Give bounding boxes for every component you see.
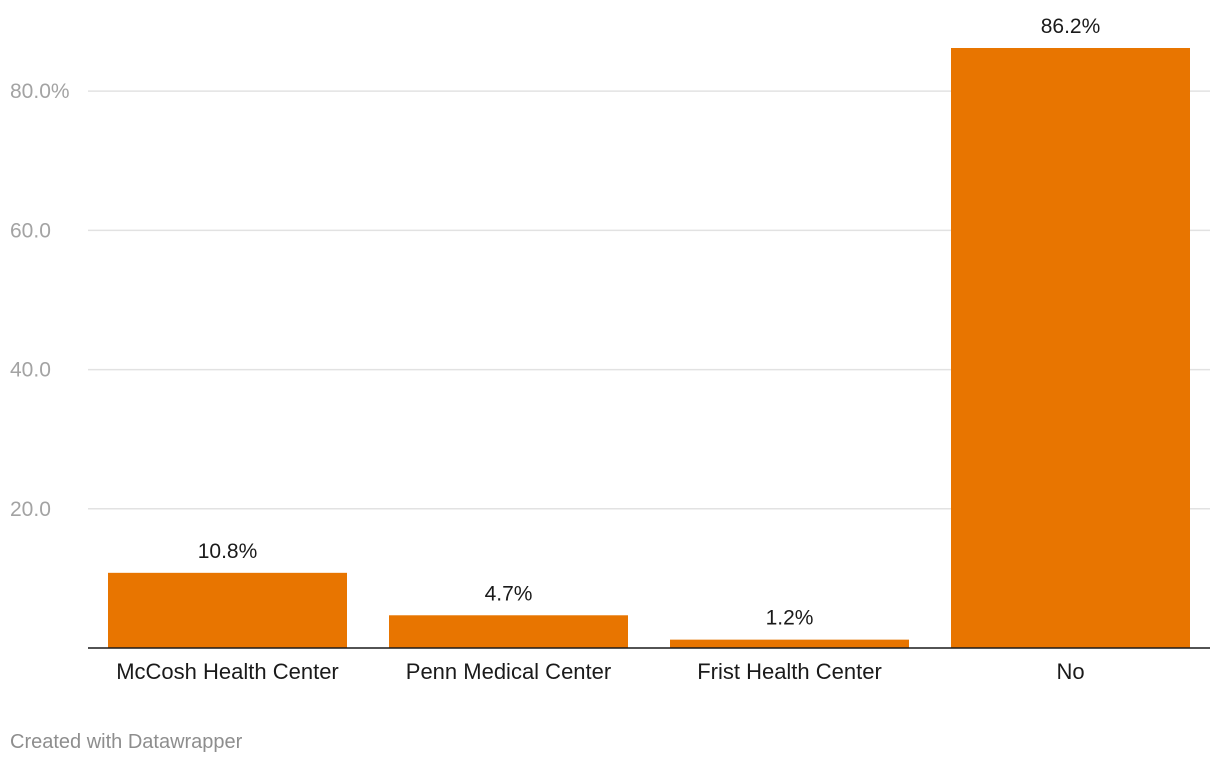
bar-value-label: 4.7% bbox=[485, 582, 533, 605]
bar-chart: 20.0 40.0 60.0 80.0% 10.8% McCosh Health Cent… bbox=[10, 15, 1210, 684]
bar[interactable] bbox=[670, 639, 909, 648]
category-label: No bbox=[1056, 659, 1084, 684]
category-label: McCosh Health Center bbox=[116, 659, 339, 684]
labels: 20.0 40.0 60.0 80.0% 10.8% McCosh Health Cent… bbox=[10, 15, 1100, 684]
bar-value-label: 1.2% bbox=[766, 607, 814, 630]
category-label: Frist Health Center bbox=[697, 659, 882, 684]
bar[interactable] bbox=[108, 572, 347, 648]
y-tick-label: 60.0 bbox=[10, 219, 51, 242]
footer-credit[interactable]: Created with Datawrapper bbox=[10, 731, 243, 753]
bar[interactable] bbox=[389, 615, 628, 648]
bar-value-label: 86.2% bbox=[1041, 15, 1101, 38]
y-tick-label: 40.0 bbox=[10, 359, 51, 382]
bar-value-label: 10.8% bbox=[198, 540, 258, 563]
bars bbox=[108, 48, 1190, 648]
category-label: Penn Medical Center bbox=[406, 659, 611, 684]
y-tick-label: 80.0% bbox=[10, 80, 70, 103]
bar[interactable] bbox=[951, 48, 1190, 648]
y-tick-label: 20.0 bbox=[10, 498, 51, 521]
